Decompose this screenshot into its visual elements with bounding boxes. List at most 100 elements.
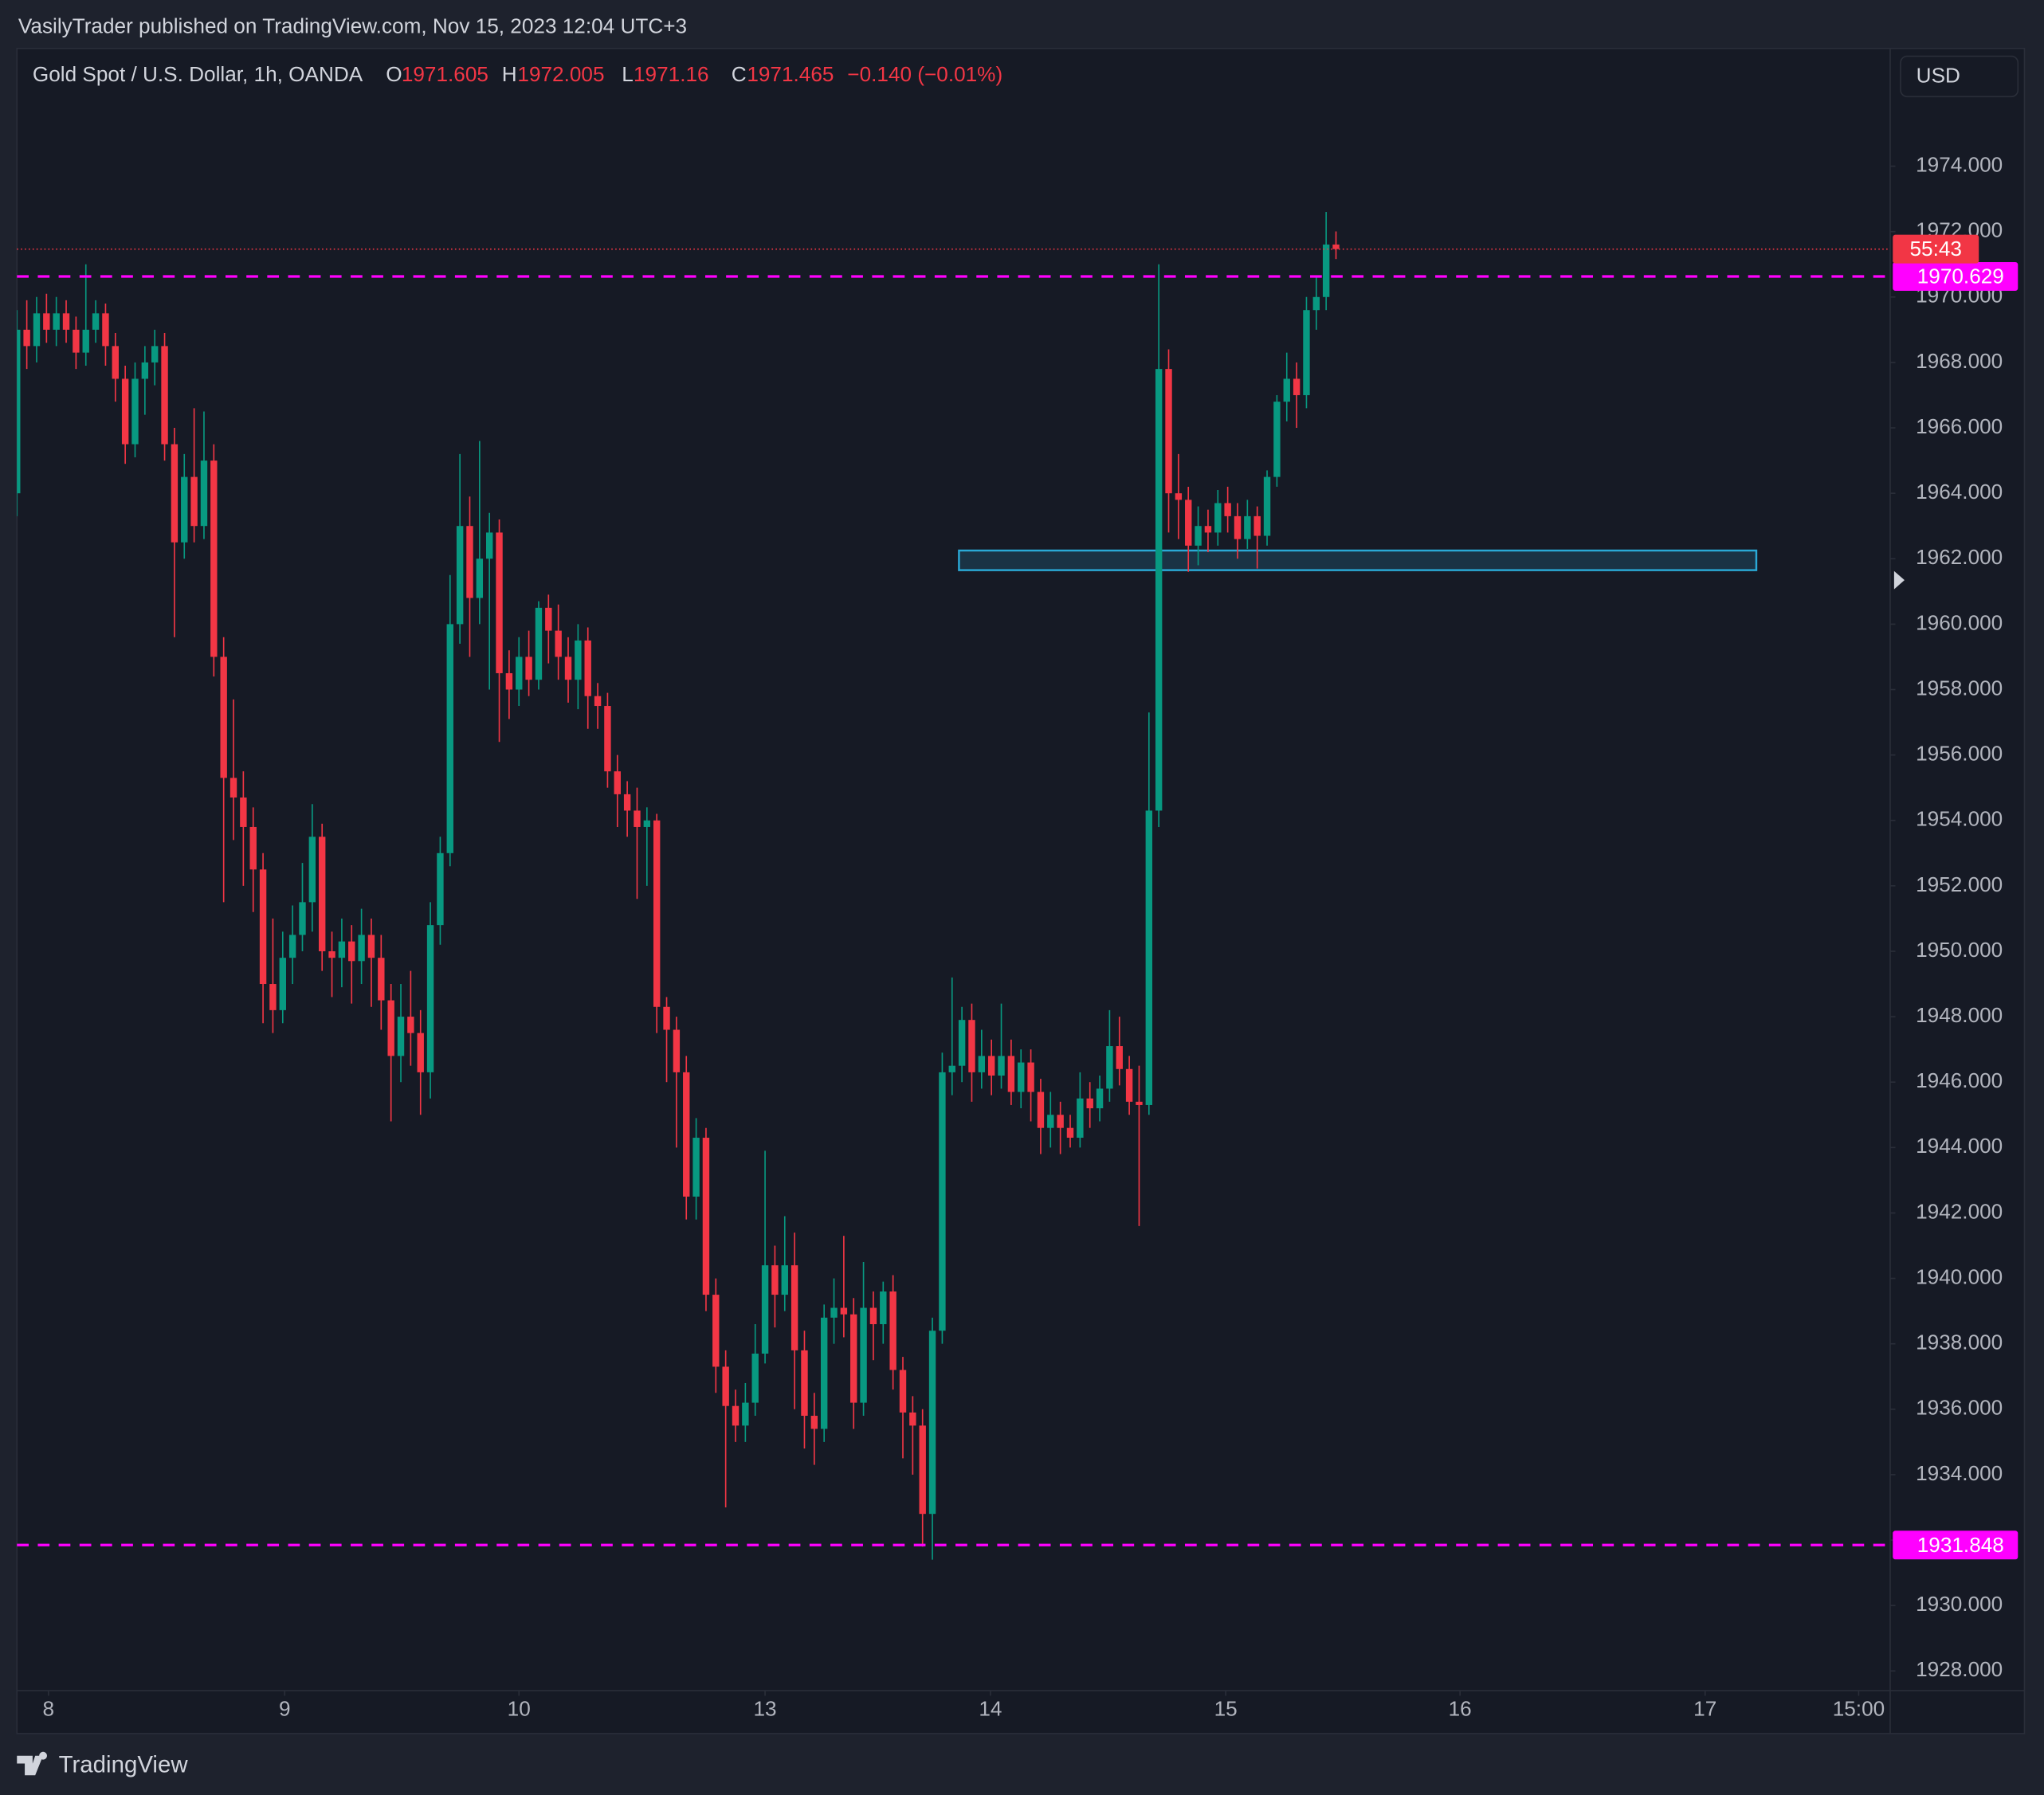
candle-body [899, 1370, 907, 1413]
candle-body [397, 1017, 405, 1056]
candle-body [673, 1029, 681, 1072]
candle-body [939, 1072, 946, 1331]
y-tick-label: 1960.000 [1916, 610, 2003, 634]
candle-body [702, 1138, 710, 1295]
y-tick-label: 1958.000 [1916, 676, 2003, 700]
logo-icon [17, 1751, 47, 1776]
candle-body [33, 313, 41, 347]
candle-body [781, 1265, 788, 1295]
level-label: 1970.629 [1917, 265, 2004, 288]
y-tick-label: 1936.000 [1916, 1396, 2003, 1420]
candle-body [17, 329, 21, 494]
candle-body [653, 820, 661, 1007]
candle-body [801, 1350, 808, 1417]
candle-body [535, 607, 543, 680]
y-tick-label: 1940.000 [1916, 1264, 2003, 1288]
candle-body [1332, 244, 1340, 249]
candle-body [919, 1425, 926, 1515]
y-tick-label: 1938.000 [1916, 1331, 2003, 1354]
y-tick-label: 1944.000 [1916, 1134, 2003, 1158]
x-tick-label: 10 [508, 1696, 531, 1720]
candle-body [466, 526, 473, 598]
candle-body [62, 313, 70, 330]
ohlc-value: 1971.465 [747, 62, 834, 86]
candle-body [928, 1331, 936, 1515]
ohlc-letter: L [622, 62, 634, 86]
candle-body [683, 1072, 690, 1197]
candle-body [181, 476, 188, 543]
candle-body [594, 696, 602, 707]
candle-body [810, 1416, 818, 1429]
candle-body [308, 837, 316, 903]
candle-body [1007, 1056, 1015, 1092]
candle-body [417, 1033, 424, 1072]
candle-body [288, 935, 296, 958]
candle-body [830, 1307, 838, 1318]
candle-body [771, 1265, 779, 1295]
candle-body [998, 1056, 1005, 1076]
scroll-arrow[interactable] [1893, 570, 1905, 590]
y-tick-label: 1954.000 [1916, 807, 2003, 831]
candle-body [1165, 369, 1172, 494]
x-tick-label: 9 [279, 1696, 291, 1720]
candle-body [1116, 1046, 1123, 1069]
chart-pane [16, 47, 2026, 1734]
y-tick-label: 1964.000 [1916, 480, 2003, 504]
candle-body [1224, 503, 1231, 516]
candle-body [987, 1056, 995, 1076]
candle-body [240, 797, 247, 827]
x-tick-label: 17 [1693, 1696, 1716, 1720]
plot-area [17, 212, 1758, 1560]
candle-body [584, 640, 591, 696]
countdown-bg [1893, 234, 1979, 264]
candle-body [200, 461, 208, 527]
candle-body [634, 810, 641, 827]
candle-body [663, 1006, 670, 1030]
candle-body [732, 1405, 740, 1426]
currency-label[interactable]: USD [1916, 64, 1960, 88]
candle-body [623, 794, 631, 811]
currency-button[interactable] [1900, 55, 2019, 98]
candle-body [948, 1065, 955, 1072]
ohlc-letter: C [732, 62, 747, 86]
candle-body [141, 362, 149, 379]
ohlc-value: 1971.605 [402, 62, 488, 86]
candle-body [1175, 493, 1183, 500]
candle-body [387, 1000, 394, 1056]
candle-body [909, 1412, 916, 1426]
candle-body [1185, 500, 1192, 546]
candle-body [564, 656, 572, 680]
candle-body [1057, 1115, 1064, 1128]
candle-body [378, 958, 385, 1001]
candle-body [1155, 369, 1163, 811]
candle-body [1234, 515, 1242, 539]
candle-body [958, 1020, 966, 1066]
candle-body [437, 852, 444, 926]
candle-body [328, 950, 335, 958]
candle-body [545, 607, 552, 631]
y-tick-label: 1930.000 [1916, 1592, 2003, 1616]
candle-body [516, 656, 523, 690]
candle-body [869, 1307, 877, 1325]
candle-body [92, 313, 100, 330]
candle-body [880, 1291, 887, 1325]
candle-body [1312, 296, 1320, 311]
ohlc-value: 1972.005 [517, 62, 604, 86]
candle-body [1244, 515, 1251, 539]
candle-body [210, 461, 218, 657]
x-tick-label: 14 [979, 1696, 1002, 1720]
candle-body [249, 826, 257, 870]
candle-body [1263, 476, 1271, 536]
x-tick-label: 8 [43, 1696, 55, 1720]
candle-body [1018, 1062, 1025, 1092]
candle-body [161, 346, 168, 445]
candle-body [171, 444, 179, 543]
candle-body [850, 1314, 857, 1403]
candle-body [1106, 1046, 1113, 1089]
candle-body [43, 313, 50, 330]
ohlc-letter: O [386, 62, 402, 86]
y-tick-label: 1962.000 [1916, 545, 2003, 569]
candle-body [496, 532, 503, 673]
candle-body [525, 656, 532, 680]
y-tick-label: 1948.000 [1916, 1003, 2003, 1027]
